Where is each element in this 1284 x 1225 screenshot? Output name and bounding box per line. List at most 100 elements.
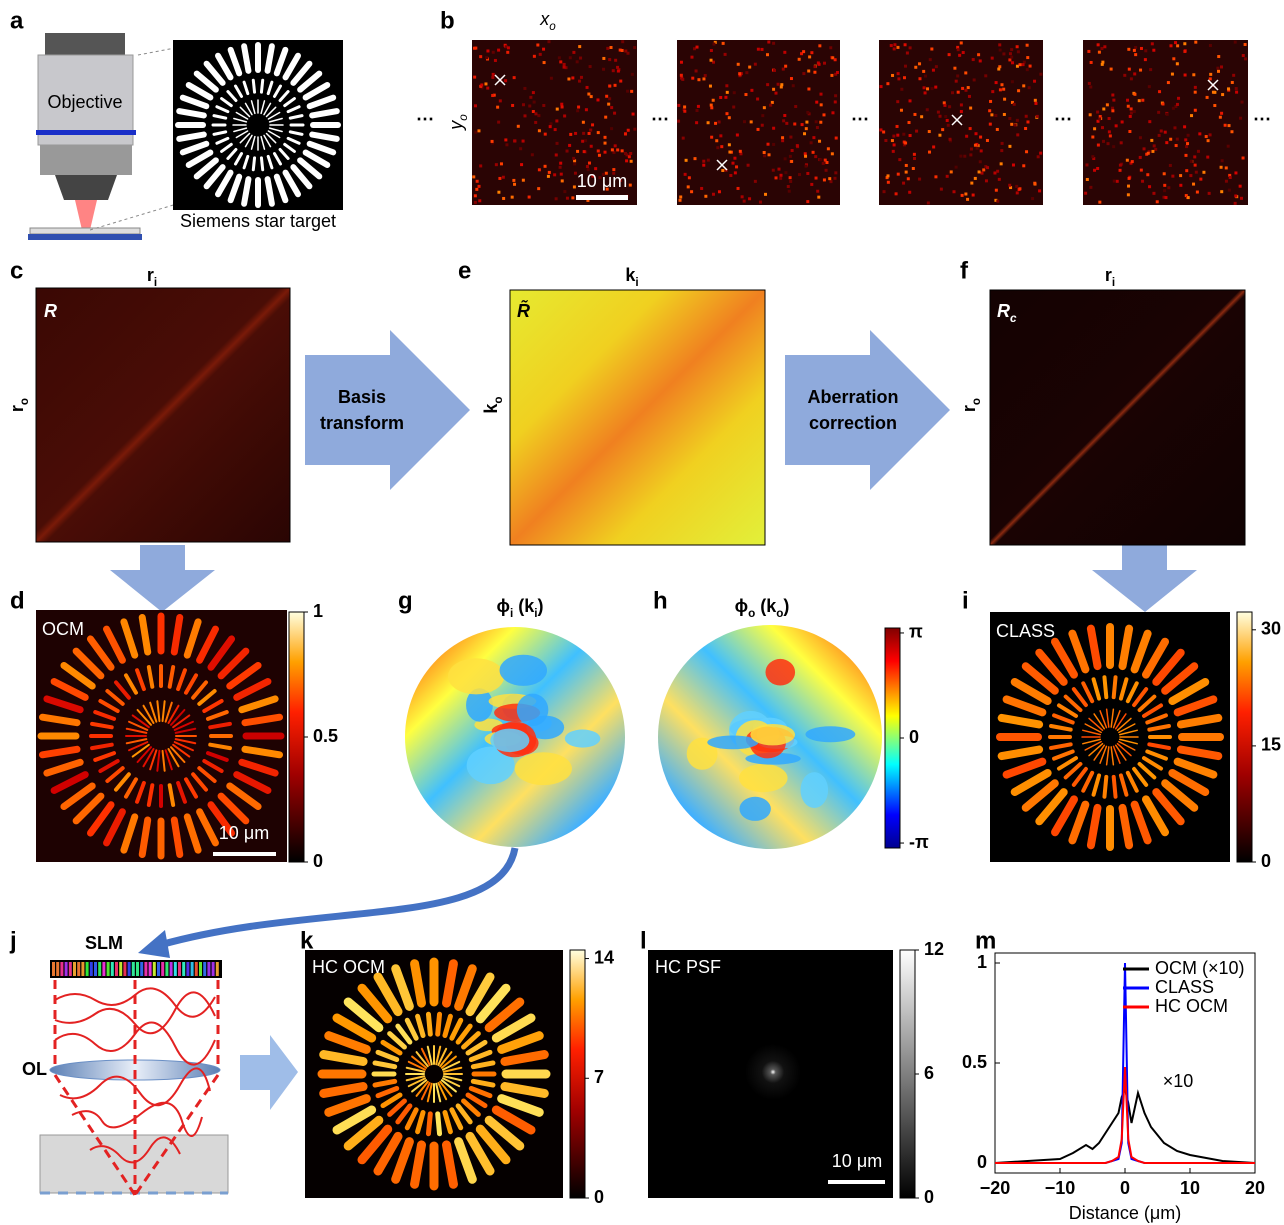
colorbar-tick-label: 0 bbox=[909, 727, 919, 747]
speckle bbox=[586, 86, 589, 89]
speckle bbox=[794, 105, 797, 108]
panel-title-part: ) bbox=[538, 596, 544, 616]
star-spoke bbox=[312, 111, 337, 115]
matrix-label: R bbox=[44, 301, 57, 321]
speckle bbox=[677, 104, 680, 107]
speckle bbox=[927, 201, 930, 204]
speckle bbox=[756, 97, 759, 100]
colorbar-tick-label: 12 bbox=[924, 939, 944, 959]
slm-pixel bbox=[212, 962, 215, 976]
speckle bbox=[522, 103, 525, 106]
speckle bbox=[571, 76, 574, 79]
speckle bbox=[702, 77, 705, 80]
speckle bbox=[1017, 89, 1020, 92]
speckle bbox=[1139, 136, 1142, 139]
speckle bbox=[604, 136, 607, 139]
line bbox=[995, 1067, 1255, 1163]
speckle bbox=[608, 85, 611, 88]
speckle bbox=[507, 46, 510, 49]
speckle bbox=[1126, 159, 1129, 162]
axis-label-part: i bbox=[1112, 276, 1115, 289]
speckle bbox=[683, 105, 686, 108]
speckle bbox=[761, 124, 764, 127]
speckle bbox=[784, 157, 787, 160]
speckle bbox=[1096, 111, 1099, 114]
speckle bbox=[513, 183, 516, 186]
speckle bbox=[1112, 145, 1115, 148]
speckle bbox=[1173, 126, 1176, 129]
speckle bbox=[1112, 99, 1115, 102]
speckle bbox=[610, 106, 613, 109]
speckle bbox=[524, 114, 527, 117]
speckle bbox=[696, 46, 699, 49]
speckle bbox=[909, 46, 912, 49]
speckle bbox=[1186, 142, 1189, 145]
speckle bbox=[630, 160, 633, 163]
speckle bbox=[602, 57, 605, 60]
speckle bbox=[1175, 144, 1178, 147]
speckle bbox=[902, 182, 905, 185]
speckle bbox=[946, 119, 949, 122]
panel-title: ϕi (ki) bbox=[496, 596, 543, 620]
speckle bbox=[1183, 50, 1186, 53]
y-tick-label: 0 bbox=[977, 1152, 987, 1172]
speckle bbox=[980, 149, 983, 152]
panel-label: i bbox=[962, 587, 969, 614]
speckle bbox=[1157, 111, 1160, 114]
speckle bbox=[710, 136, 713, 139]
speckle bbox=[547, 40, 550, 43]
speckle bbox=[951, 91, 954, 94]
speckle bbox=[1113, 180, 1116, 183]
axis-label: ro bbox=[959, 398, 983, 412]
speckle bbox=[896, 125, 899, 128]
speckle bbox=[999, 49, 1002, 52]
speckle bbox=[473, 76, 476, 79]
speckle bbox=[497, 121, 500, 124]
speckle bbox=[773, 69, 776, 72]
axis-label-part: r bbox=[1105, 265, 1112, 285]
speckle bbox=[576, 150, 579, 153]
speckle bbox=[476, 180, 479, 183]
speckle bbox=[1106, 103, 1109, 106]
speckle bbox=[774, 92, 777, 95]
speckle bbox=[728, 116, 731, 119]
speckle bbox=[1161, 103, 1164, 106]
speckle bbox=[566, 197, 569, 200]
speckle bbox=[880, 85, 883, 88]
star-spoke bbox=[268, 179, 272, 204]
speckle bbox=[627, 129, 630, 132]
speckle bbox=[763, 106, 766, 109]
arrow-label: correction bbox=[809, 413, 897, 433]
speckle bbox=[1158, 134, 1161, 137]
speckle bbox=[768, 153, 771, 156]
speckle bbox=[720, 145, 723, 148]
speckle bbox=[918, 77, 921, 80]
speckle bbox=[1176, 138, 1179, 141]
colorbar-tick-label: π bbox=[909, 622, 923, 642]
speckle bbox=[787, 185, 790, 188]
speckle bbox=[576, 60, 579, 63]
speckle bbox=[559, 162, 562, 165]
speckle bbox=[1205, 135, 1208, 138]
speckle bbox=[563, 114, 566, 117]
panel-label: c bbox=[10, 257, 23, 284]
speckle bbox=[1192, 73, 1195, 76]
panel-title-part: o bbox=[748, 607, 755, 620]
speckle-image bbox=[1083, 40, 1248, 205]
slm-pixel bbox=[111, 962, 114, 976]
phase-blob bbox=[739, 764, 788, 792]
panel-label: d bbox=[10, 587, 25, 614]
speckle bbox=[563, 190, 566, 193]
speckle bbox=[995, 189, 998, 192]
speckle bbox=[532, 91, 535, 94]
speckle bbox=[789, 180, 792, 183]
speckle bbox=[693, 157, 696, 160]
speckle bbox=[959, 155, 962, 158]
speckle bbox=[1228, 189, 1231, 192]
speckle bbox=[918, 178, 921, 181]
speckle bbox=[1089, 85, 1092, 88]
arrow bbox=[240, 1035, 298, 1110]
speckle bbox=[763, 151, 766, 154]
speckle bbox=[537, 187, 540, 190]
speckle bbox=[1232, 74, 1235, 77]
